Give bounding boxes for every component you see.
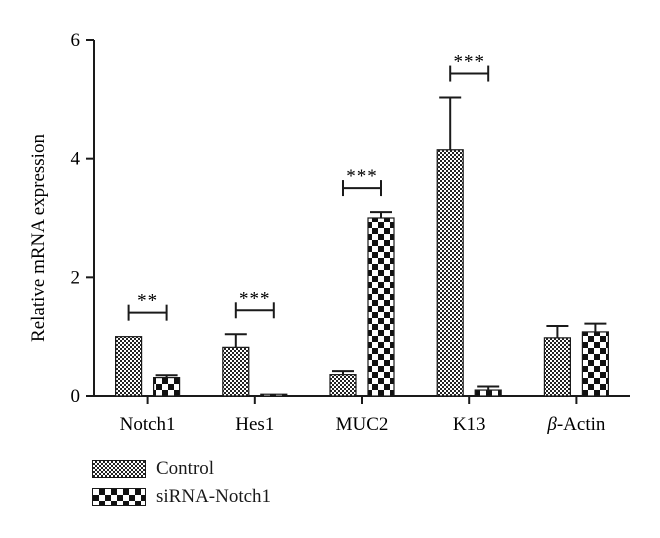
significance-label: ** [137,291,158,312]
x-tick-label: Notch1 [120,414,176,435]
legend: Control siRNA-Notch1 [92,455,271,511]
bar-sirna [474,389,502,397]
legend-swatch-control [92,460,146,478]
significance-label: *** [453,52,485,73]
y-axis-label: Relative mRNA expression [28,134,49,342]
bar-sirna [581,331,610,397]
bar-sirna [153,377,181,397]
x-tick-label: MUC2 [336,414,389,435]
legend-label-control: Control [156,458,215,479]
bar-control [436,149,464,397]
bar-control [222,346,250,397]
legend-item-sirna: siRNA-Notch1 [92,483,271,511]
y-tick-label: 2 [71,267,81,288]
bar-control [329,374,357,397]
x-tick-label: K13 [453,414,486,435]
bar-sirna [367,217,395,397]
bars [114,65,610,397]
labels: 0 2 4 6 Relative mRNA expression Notch1 ** Hes1… [28,30,606,435]
x-tick-label: β-Actin [546,414,606,435]
significance-label: *** [239,288,271,309]
legend-item-control: Control [92,455,271,483]
y-tick-label: 4 [71,149,81,170]
x-tick-label: Hes1 [235,414,274,435]
y-tick-label: 0 [71,386,81,407]
legend-swatch-sirna [92,488,146,506]
significance-label: *** [346,166,378,187]
bar-control [543,337,572,397]
y-tick-label: 6 [71,30,81,51]
bar-sirna [260,393,288,397]
bar-control [114,336,143,397]
legend-label-sirna: siRNA-Notch1 [156,486,272,507]
axes [86,39,630,404]
